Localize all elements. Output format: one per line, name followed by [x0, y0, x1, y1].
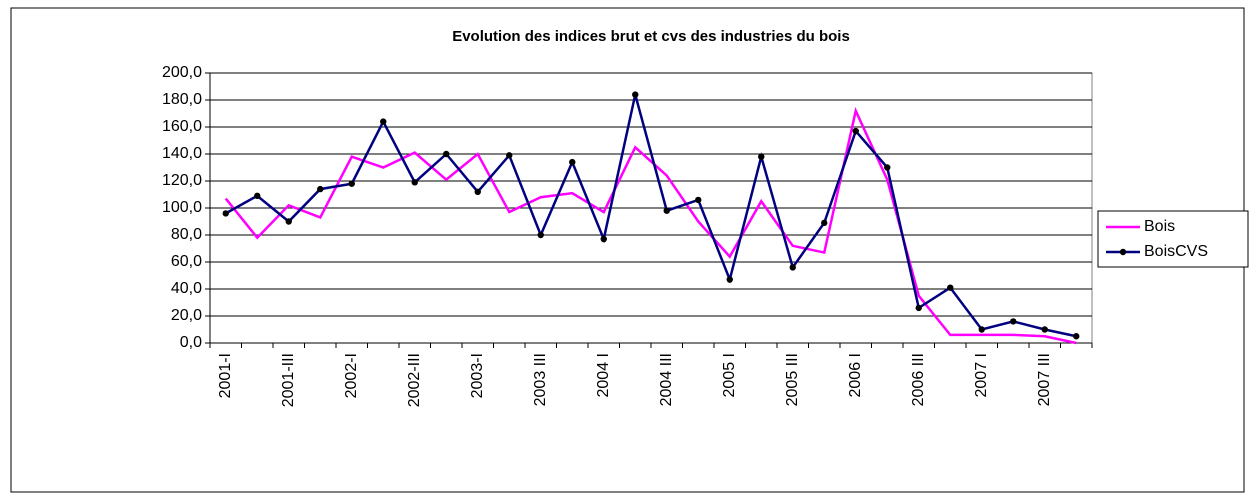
- point: [1041, 326, 1048, 333]
- point: [726, 276, 733, 283]
- point: [222, 210, 229, 217]
- x-tick-label: 2004 III: [658, 353, 675, 406]
- x-tick-label: 2007 I: [973, 353, 990, 397]
- legend-marker: [1119, 248, 1127, 256]
- legend-label: BoisCVS: [1144, 243, 1208, 260]
- point: [348, 180, 355, 187]
- x-tick-label: 2003-I: [469, 353, 486, 398]
- y-tick-label: 40,0: [171, 280, 202, 297]
- point: [317, 185, 324, 193]
- point: [411, 179, 418, 186]
- point: [915, 304, 922, 312]
- point: [695, 196, 702, 204]
- point: [254, 192, 261, 200]
- series-line: [225, 94, 1077, 338]
- y-tick-label: 20,0: [171, 307, 202, 324]
- x-tick-label: 2002-I: [343, 353, 360, 398]
- point: [1073, 333, 1080, 340]
- y-tick-label: 0,0: [180, 334, 202, 351]
- point: [443, 150, 450, 158]
- y-tick-label: 100,0: [162, 199, 202, 216]
- x-tick-label: 2007 III: [1036, 353, 1053, 406]
- point: [978, 326, 985, 333]
- point: [758, 153, 765, 160]
- x-tick-label: 2002-III: [406, 353, 423, 407]
- y-tick-label: 60,0: [171, 253, 202, 270]
- point: [884, 164, 891, 171]
- point: [380, 118, 387, 125]
- point: [1010, 318, 1017, 325]
- x-tick-label: 2003 III: [532, 353, 549, 406]
- y-tick-label: 200,0: [162, 64, 202, 81]
- point: [663, 207, 670, 214]
- point: [506, 152, 513, 159]
- series-line: [224, 106, 1077, 345]
- x-tick-label: 2006 III: [910, 353, 927, 406]
- x-tick-label: 2001-III: [280, 353, 297, 407]
- legend-label: Bois: [1144, 218, 1175, 235]
- point: [569, 158, 576, 166]
- point: [632, 91, 639, 98]
- y-tick-label: 140,0: [162, 145, 202, 162]
- point: [285, 218, 292, 225]
- point: [600, 235, 607, 243]
- y-tick-label: 160,0: [162, 118, 202, 135]
- x-tick-label: 2005 III: [784, 353, 801, 406]
- x-tick-label: 2005 I: [721, 353, 738, 397]
- point: [852, 127, 859, 135]
- y-tick-label: 80,0: [171, 226, 202, 243]
- y-tick-label: 120,0: [162, 172, 202, 189]
- x-tick-label: 2004 I: [595, 353, 612, 397]
- y-tick-label: 180,0: [162, 91, 202, 108]
- x-tick-label: 2006 I: [847, 353, 864, 397]
- chart-title: Evolution des indices brut et cvs des in…: [452, 28, 850, 45]
- point: [789, 264, 796, 271]
- x-tick-label: 2001-I: [217, 353, 234, 398]
- point: [821, 219, 828, 227]
- legend-box: [1097, 210, 1249, 268]
- point: [474, 188, 481, 195]
- point: [537, 231, 544, 239]
- point: [947, 284, 954, 291]
